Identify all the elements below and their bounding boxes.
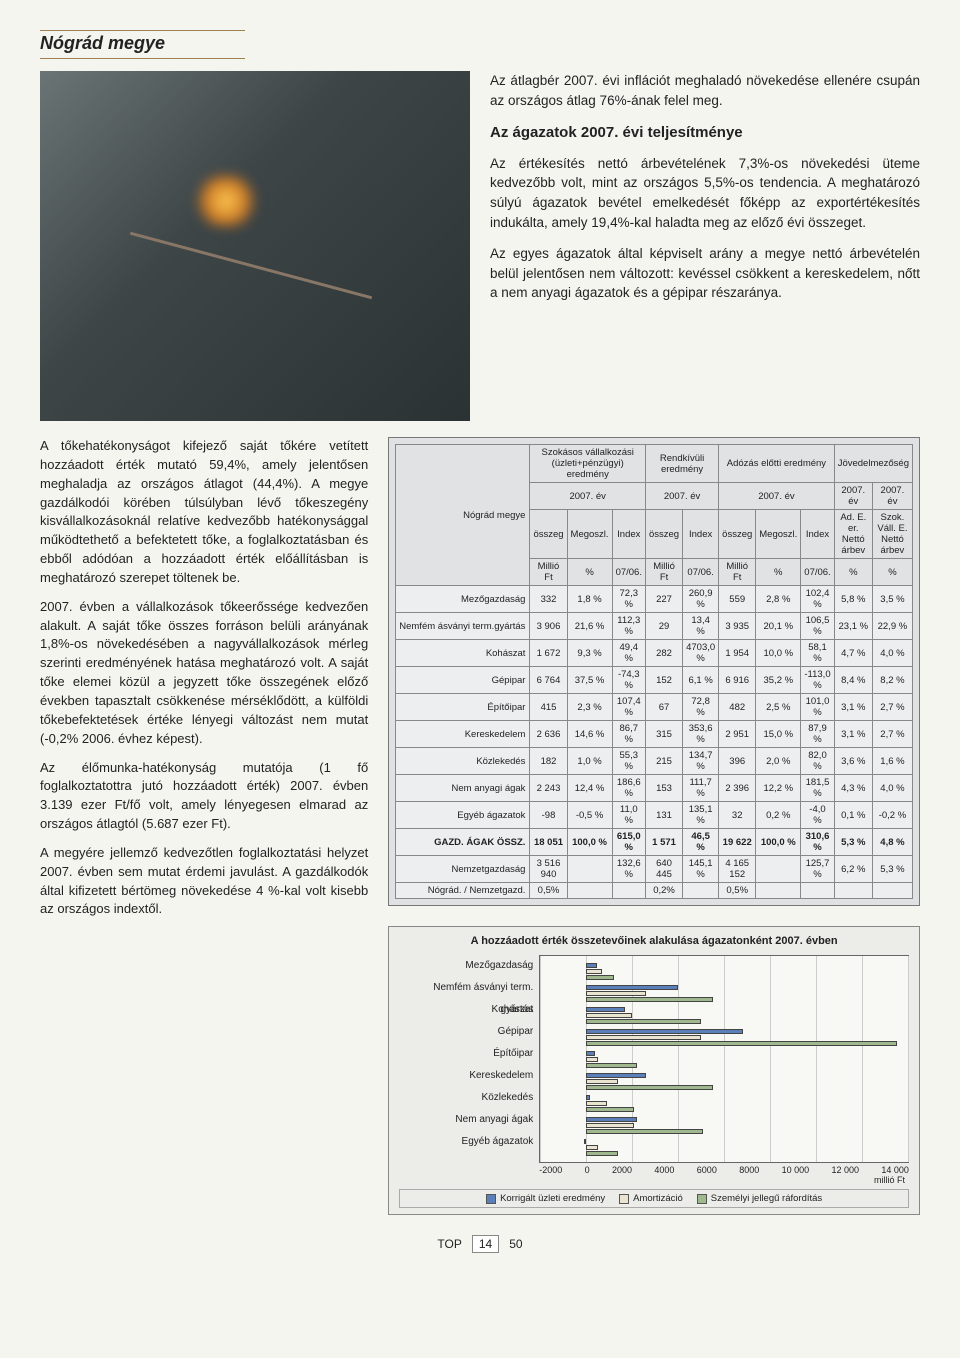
- footer-page: 14: [472, 1235, 499, 1253]
- chart-unit: millió Ft: [399, 1175, 909, 1185]
- data-table: Nógrád megyeSzokásos vállalkozási (üzlet…: [395, 444, 913, 899]
- chart-legend: Korrigált üzleti eredményAmortizációSzem…: [399, 1189, 909, 1208]
- footer-top: TOP: [437, 1237, 461, 1251]
- top-row: Az átlagbér 2007. évi inflációt meghalad…: [40, 71, 920, 421]
- data-table-wrap: Nógrád megyeSzokásos vállalkozási (üzlet…: [388, 437, 920, 906]
- intro-p1: Az átlagbér 2007. évi inflációt meghalad…: [490, 71, 920, 110]
- hero-photo: [40, 71, 470, 421]
- intro-p3: Az egyes ágazatok által képviselt arány …: [490, 244, 920, 303]
- left-p1: A tőkehatékonyságot kifejező saját tőkér…: [40, 437, 368, 588]
- chart-ylabels: MezőgazdaságNemfém ásványi term. gyártás…: [399, 955, 539, 1163]
- chart-wrap: A hozzáadott érték összetevőinek alakulá…: [388, 926, 920, 1215]
- section-header: Nógrád megye: [40, 30, 245, 59]
- intro-heading: Az ágazatok 2007. évi teljesítménye: [490, 122, 920, 144]
- chart-xaxis: -20000200040006000800010 00012 00014 000: [399, 1165, 909, 1175]
- left-p3: Az élőmunka-hatékonyság mutatója (1 fő f…: [40, 759, 368, 834]
- chart-title: A hozzáadott érték összetevőinek alakulá…: [399, 935, 909, 947]
- footer: TOP 14 50: [40, 1235, 920, 1253]
- footer-total: 50: [509, 1237, 522, 1251]
- intro-column: Az átlagbér 2007. évi inflációt meghalad…: [490, 71, 920, 421]
- mid-row: A tőkehatékonyságot kifejező saját tőkér…: [40, 437, 920, 1215]
- left-p2: 2007. évben a vállalkozások tőkeerőssége…: [40, 598, 368, 749]
- intro-p2: Az értékesítés nettó árbevételének 7,3%-…: [490, 154, 920, 232]
- chart-bars: [539, 955, 909, 1163]
- left-column: A tőkehatékonyságot kifejező saját tőkér…: [40, 437, 368, 1215]
- left-p4: A megyére jellemző kedvezőtlen foglalkoz…: [40, 844, 368, 919]
- right-column: Nógrád megyeSzokásos vállalkozási (üzlet…: [388, 437, 920, 1215]
